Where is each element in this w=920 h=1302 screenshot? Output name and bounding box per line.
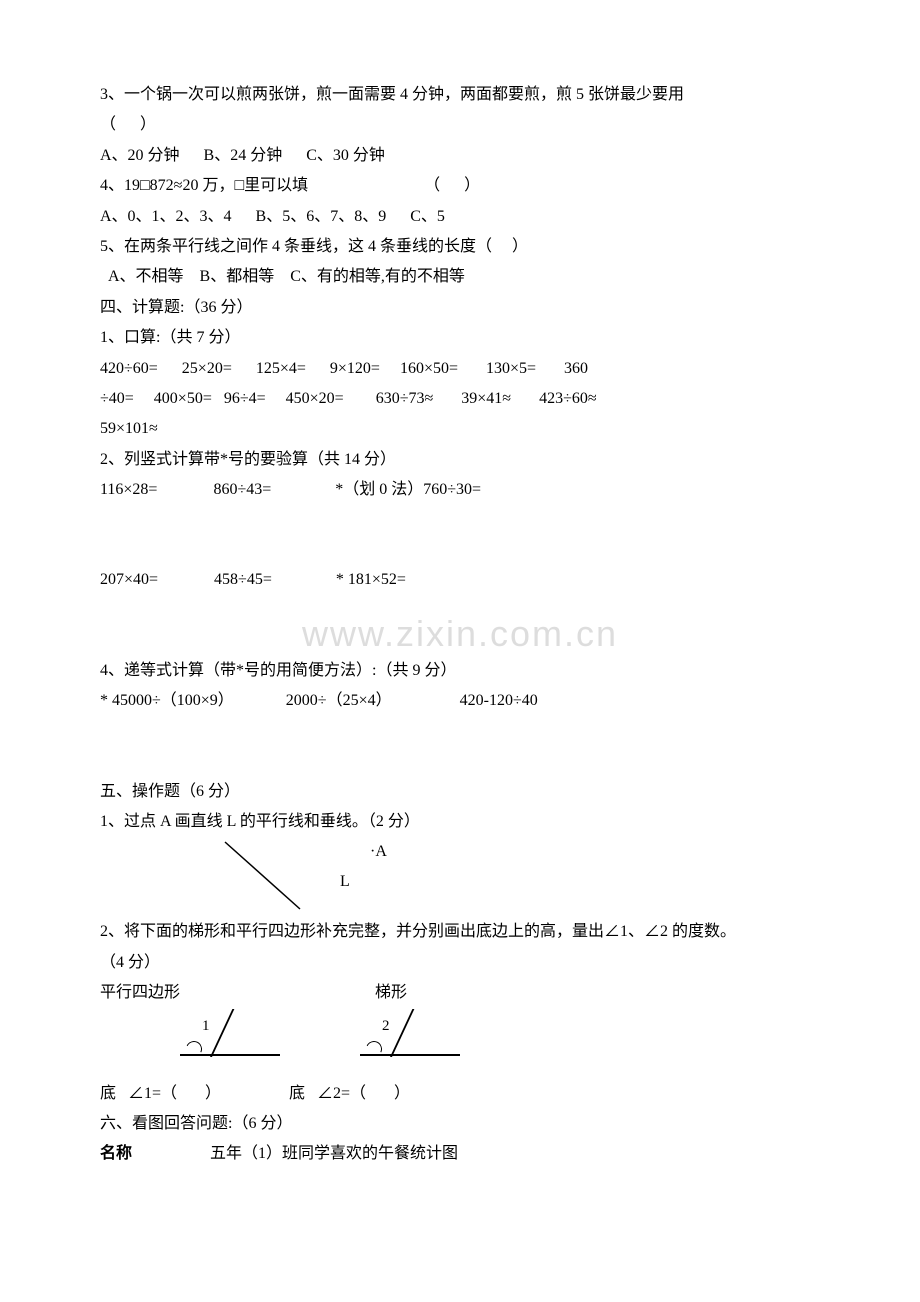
angle-1-figure: 1	[160, 1009, 290, 1064]
section5-p1: 1、过点 A 画直线 L 的平行线和垂线。（2 分）	[100, 807, 820, 837]
section4-p1-row2: ÷40= 400×50= 96÷4= 450×20= 630÷73≈ 39×41…	[100, 384, 820, 414]
angle-2-figure: 2	[340, 1009, 470, 1064]
document-content: 3、一个锅一次可以煎两张饼，煎一面需要 4 分钟，两面都要煎，煎 5 张饼最少要…	[100, 80, 820, 1170]
diagram-line-point: ·A L	[180, 837, 820, 917]
q4-options: A、0、1、2、3、4 B、5、6、7、8、9 C、5	[100, 202, 820, 232]
chart-yaxis-label: 名称	[100, 1139, 210, 1169]
q5-text: 5、在两条平行线之间作 4 条垂线，这 4 条垂线的长度（ ）	[100, 232, 820, 262]
section4-title: 四、计算题:（36 分）	[100, 293, 820, 323]
section5-p2b: （4 分）	[100, 948, 820, 978]
section4-p2-title: 2、列竖式计算带*号的要验算（共 14 分）	[100, 445, 820, 475]
angle-2-number: 2	[382, 1012, 390, 1041]
chart-title: 五年（1）班同学喜欢的午餐统计图	[210, 1139, 458, 1169]
parallelogram-label: 平行四边形	[100, 978, 180, 1008]
q3-options: A、20 分钟 B、24 分钟 C、30 分钟	[100, 141, 820, 171]
angles-diagram: 1 2	[100, 1009, 820, 1079]
line-L-label: L	[340, 867, 350, 897]
section4-p1-title: 1、口算:（共 7 分）	[100, 323, 820, 353]
q4-text: 4、19□872≈20 万，□里可以填 （ ）	[100, 171, 820, 201]
section4-p2-row1: 116×28= 860÷43= *（划 0 法）760÷30=	[100, 475, 820, 505]
section4-p4-row1: * 45000÷（100×9） 2000÷（25×4） 420-120÷40	[100, 686, 820, 716]
trapezoid-label: 梯形	[375, 978, 407, 1008]
angle-1-number: 1	[202, 1012, 210, 1041]
section4-p1-row3: 59×101≈	[100, 414, 820, 444]
line-L-icon	[220, 837, 305, 912]
q5-options: A、不相等 B、都相等 C、有的相等,有的不相等	[100, 262, 820, 292]
q3-text: 3、一个锅一次可以煎两张饼，煎一面需要 4 分钟，两面都要煎，煎 5 张饼最少要…	[100, 80, 820, 110]
section4-p1-row1: 420÷60= 25×20= 125×4= 9×120= 160×50= 130…	[100, 354, 820, 384]
section4-p4-title: 4、递等式计算（带*号的用简便方法）:（共 9 分）	[100, 656, 820, 686]
q3-blank: （ ）	[100, 110, 820, 140]
section5-p2: 2、将下面的梯形和平行四边形补充完整，并分别画出底边上的高，量出∠1、∠2 的度…	[100, 917, 820, 947]
point-A-label: ·A	[370, 837, 387, 867]
section6-title: 六、看图回答问题:（6 分）	[100, 1109, 820, 1139]
angle-answers: 底 ∠1=（ ） 底 ∠2=（ ）	[100, 1079, 820, 1109]
section4-p2-row2: 207×40= 458÷45= * 181×52=	[100, 565, 820, 595]
section5-title: 五、操作题（6 分）	[100, 777, 820, 807]
